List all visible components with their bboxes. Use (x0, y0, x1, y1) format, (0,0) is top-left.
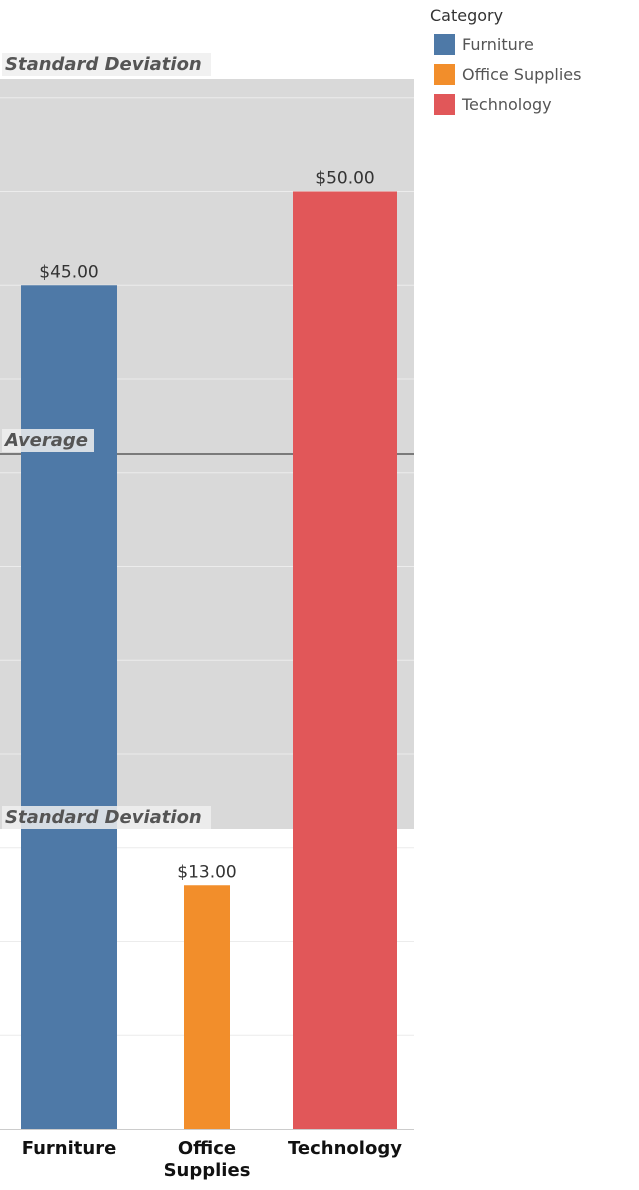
data-label: $45.00 (39, 262, 98, 282)
legend-item-technology[interactable]: Technology (430, 89, 581, 119)
average-label: Average (3, 430, 88, 451)
average-label-background (2, 429, 94, 452)
std-deviation-label-bottom: Standard Deviation (5, 807, 202, 828)
legend: Category Furniture Office Supplies Techn… (430, 6, 581, 119)
std-deviation-label-bottom-background (2, 806, 211, 829)
legend-swatch-office-supplies (434, 63, 455, 85)
legend-label: Office Supplies (462, 64, 582, 84)
legend-item-furniture[interactable]: Furniture (430, 29, 581, 59)
std-deviation-label-top: Standard Deviation (5, 54, 202, 75)
data-label: $13.00 (177, 862, 236, 882)
legend-swatch-technology (434, 93, 455, 115)
std-deviation-label-top-background (2, 53, 211, 76)
x-tick-label: Furniture (22, 1138, 117, 1159)
value-labels: $45.00 $13.00 $50.00 (39, 169, 374, 883)
bar-furniture (21, 285, 117, 1129)
x-tick-label: Technology (288, 1138, 402, 1159)
x-tick-label-line: Office (178, 1138, 236, 1159)
legend-swatch-furniture (434, 33, 455, 55)
reference-labels: Standard Deviation Average Standard Deviat… (2, 53, 211, 829)
x-axis: Furniture Office Supplies Technology (0, 1129, 414, 1181)
data-label: $50.00 (315, 169, 374, 189)
bar-office-supplies (184, 885, 230, 1129)
bar-technology (293, 191, 397, 1129)
x-tick-label: Office Supplies (164, 1138, 251, 1181)
x-tick-label-line: Supplies (164, 1160, 251, 1181)
bars (21, 191, 397, 1129)
legend-label: Furniture (462, 34, 534, 54)
legend-label: Technology (462, 94, 552, 114)
legend-item-office-supplies[interactable]: Office Supplies (430, 59, 581, 89)
legend-title: Category (430, 6, 504, 25)
